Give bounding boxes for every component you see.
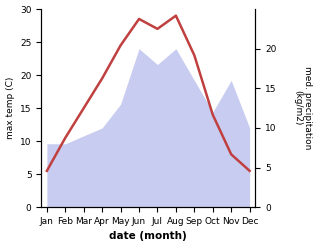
X-axis label: date (month): date (month): [109, 231, 187, 242]
Y-axis label: max temp (C): max temp (C): [5, 77, 15, 139]
Y-axis label: med. precipitation
(kg/m2): med. precipitation (kg/m2): [293, 66, 313, 150]
